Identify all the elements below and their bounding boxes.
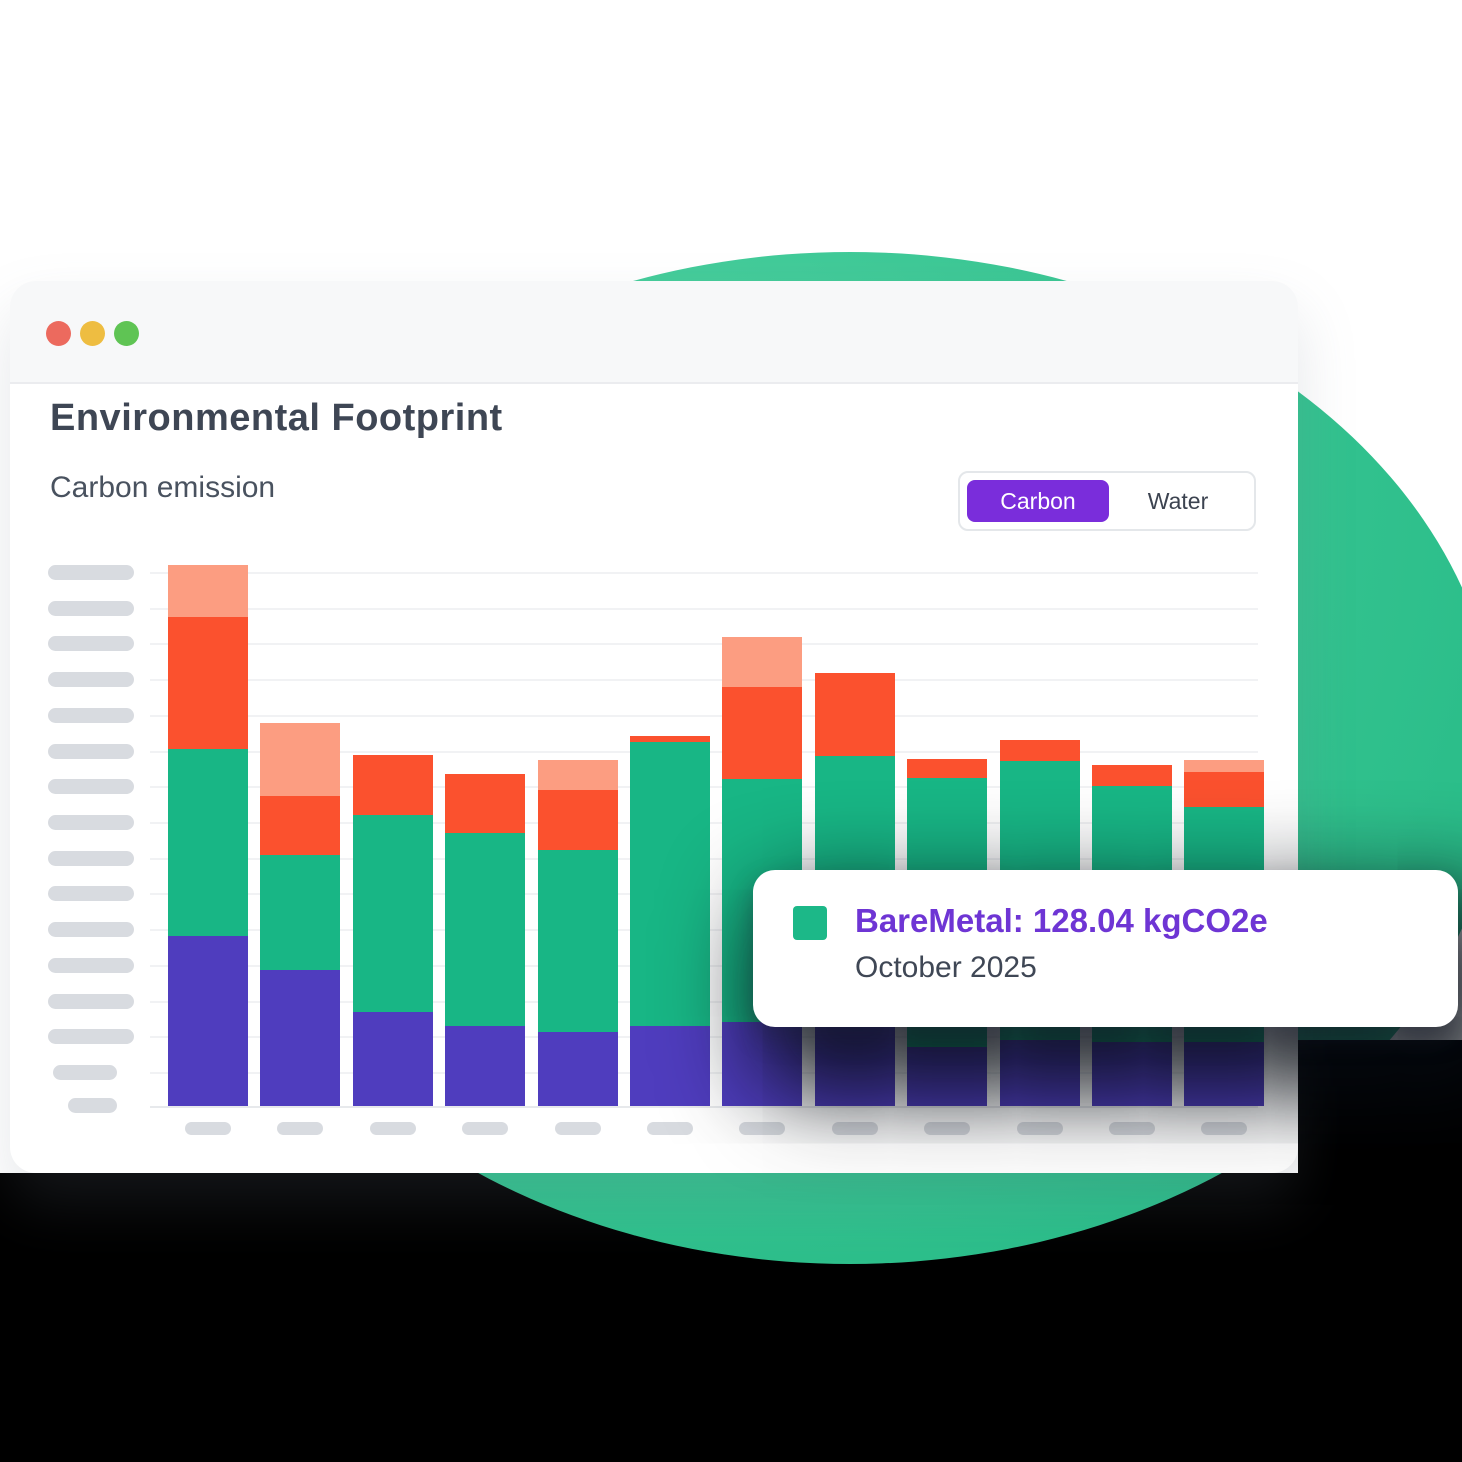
bar-segment-orange[interactable]: [630, 736, 710, 742]
y-axis-label-placeholder: [48, 993, 134, 1009]
x-axis-label-placeholder: [369, 1122, 416, 1135]
toggle-option-water[interactable]: Water: [1147, 487, 1209, 514]
x-axis-label-placeholder: [277, 1122, 324, 1135]
gridline: [150, 714, 1258, 717]
y-axis-label-placeholder: [48, 1029, 134, 1045]
bar-segment-orange[interactable]: [352, 755, 433, 815]
y-axis-label-placeholder: [48, 886, 134, 902]
y-axis-label-placeholder: [53, 1064, 117, 1080]
bar-segment-purple[interactable]: [445, 1026, 526, 1106]
bar-segment-purple[interactable]: [814, 1023, 895, 1106]
window-controls: [46, 321, 139, 346]
bar-may-2025[interactable]: [537, 760, 618, 1106]
tooltip-body: BareMetal: 128.04 kgCO2e October 2025: [855, 900, 1268, 997]
bar-segment-salmon[interactable]: [537, 760, 618, 790]
y-axis-label-placeholder: [48, 743, 134, 759]
bar-segment-purple[interactable]: [260, 970, 341, 1106]
bar-segment-purple[interactable]: [907, 1047, 988, 1106]
x-axis-label-placeholder: [1201, 1122, 1248, 1135]
y-axis-label-placeholder: [68, 1098, 117, 1113]
bar-segment-orange[interactable]: [907, 759, 988, 778]
bar-segment-orange[interactable]: [260, 796, 341, 855]
bar-segment-orange[interactable]: [445, 774, 526, 833]
x-axis-label-placeholder: [554, 1122, 601, 1135]
bar-segment-orange[interactable]: [168, 617, 248, 749]
page-subtitle: Carbon emission: [50, 471, 276, 504]
bar-segment-purple[interactable]: [722, 1022, 803, 1106]
bar-segment-baremetal[interactable]: [168, 749, 248, 936]
x-axis-label-placeholder: [1016, 1122, 1063, 1135]
bar-march-2025[interactable]: [352, 755, 433, 1106]
y-axis-label-placeholder: [48, 922, 134, 938]
gridline: [150, 679, 1258, 682]
page-title: Environmental Footprint: [50, 397, 503, 439]
x-axis-label-placeholder: [185, 1122, 231, 1135]
tooltip-value: BareMetal: 128.04 kgCO2e: [855, 902, 1268, 939]
tooltip-series-swatch: [793, 906, 827, 940]
bar-segment-salmon[interactable]: [1184, 760, 1265, 772]
bar-segment-orange[interactable]: [537, 790, 618, 850]
gridline: [150, 643, 1258, 646]
bar-segment-purple[interactable]: [630, 1026, 710, 1106]
bar-segment-baremetal[interactable]: [260, 855, 341, 970]
app-window: Environmental Footprint Carbon emission …: [10, 281, 1298, 1173]
stacked-bar-chart: [10, 281, 1298, 1173]
y-axis-label-placeholder: [48, 600, 134, 616]
bar-segment-purple[interactable]: [537, 1032, 618, 1106]
metric-toggle: Carbon Water: [958, 471, 1256, 531]
bar-segment-orange[interactable]: [1184, 772, 1265, 807]
x-axis-label-placeholder: [462, 1122, 509, 1135]
minimize-button[interactable]: [80, 321, 105, 346]
x-axis-label-placeholder: [647, 1122, 693, 1135]
bar-segment-orange[interactable]: [999, 740, 1080, 761]
maximize-button[interactable]: [114, 321, 139, 346]
y-axis-label-placeholder: [48, 779, 134, 795]
y-axis-label-placeholder: [48, 957, 134, 973]
bar-segment-orange[interactable]: [722, 687, 803, 779]
x-axis-line: [150, 1106, 1258, 1108]
bar-segment-purple[interactable]: [1092, 1042, 1172, 1106]
bar-segment-baremetal[interactable]: [630, 742, 710, 1026]
close-button[interactable]: [46, 321, 71, 346]
bar-segment-baremetal[interactable]: [445, 833, 526, 1026]
bar-february-2025[interactable]: [260, 723, 341, 1106]
bar-segment-orange[interactable]: [1092, 765, 1172, 786]
bar-april-2025[interactable]: [445, 774, 526, 1106]
gridline: [150, 572, 1258, 574]
bar-segment-purple[interactable]: [352, 1012, 433, 1106]
y-axis-label-placeholder: [48, 850, 134, 866]
bar-segment-orange[interactable]: [814, 673, 895, 756]
gridline: [150, 607, 1258, 610]
page-right-dark-section: [1298, 1040, 1462, 1462]
bar-segment-salmon[interactable]: [722, 637, 803, 687]
bar-segment-salmon[interactable]: [168, 565, 248, 617]
x-axis-label-placeholder: [1109, 1122, 1155, 1135]
y-axis-label-placeholder: [48, 814, 134, 830]
bar-segment-baremetal[interactable]: [352, 815, 433, 1012]
x-axis-label-placeholder: [831, 1122, 878, 1135]
bar-segment-purple[interactable]: [1184, 1042, 1265, 1106]
window-titlebar: [10, 281, 1298, 384]
chart-tooltip: BareMetal: 128.04 kgCO2e October 2025: [753, 870, 1458, 1027]
y-axis-label-placeholder: [48, 565, 134, 580]
bar-segment-purple[interactable]: [999, 1040, 1080, 1106]
x-axis-label-placeholder: [924, 1122, 971, 1135]
y-axis-label-placeholder: [48, 707, 134, 723]
bar-january-2025[interactable]: [168, 565, 248, 1106]
y-axis-label-placeholder: [48, 636, 134, 652]
x-axis-label-placeholder: [739, 1122, 786, 1135]
tooltip-date: October 2025: [855, 950, 1037, 984]
bar-june-2025[interactable]: [630, 736, 710, 1106]
toggle-option-carbon[interactable]: Carbon: [967, 480, 1109, 522]
y-axis-label-placeholder: [48, 672, 134, 688]
bar-segment-salmon[interactable]: [260, 723, 341, 796]
bar-segment-purple[interactable]: [168, 936, 248, 1106]
bar-segment-baremetal[interactable]: [537, 850, 618, 1032]
